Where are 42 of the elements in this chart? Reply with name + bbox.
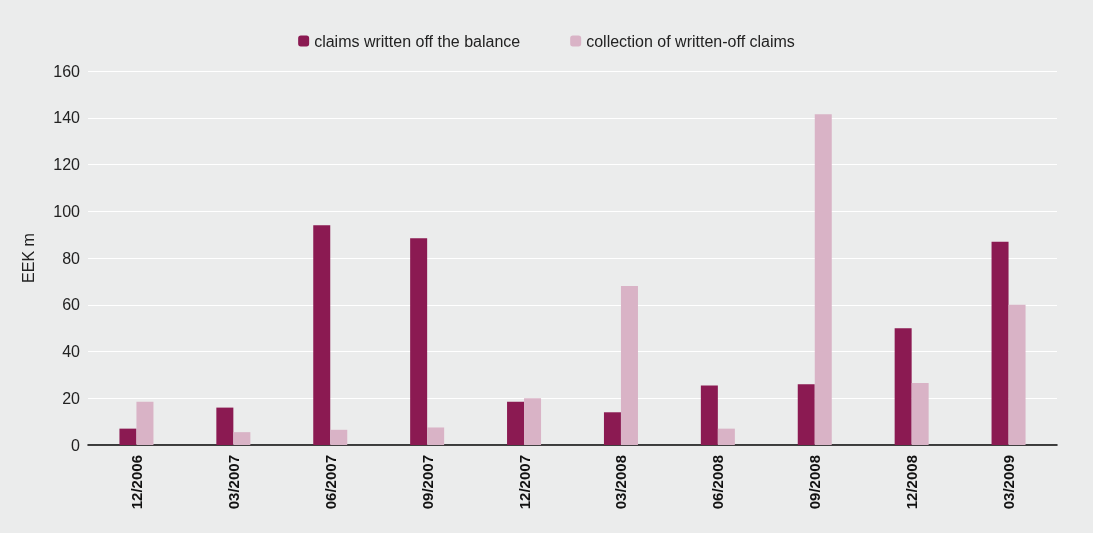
bar (797, 384, 815, 445)
bar (1008, 304, 1026, 445)
bar (717, 428, 735, 445)
bar (814, 114, 832, 445)
bar (233, 432, 251, 445)
y-tick-label: 60 (62, 296, 81, 314)
x-tick-label: 09/2008 (806, 455, 824, 510)
x-tick-label: 03/2009 (1000, 455, 1018, 510)
y-tick-label: 20 (62, 389, 81, 407)
x-tick-label: 09/2007 (418, 455, 436, 510)
bar (136, 401, 154, 445)
bar (700, 385, 718, 445)
bar (911, 383, 929, 445)
y-tick-label: 120 (53, 156, 81, 173)
bar (216, 407, 234, 445)
x-tick-label: 06/2008 (709, 455, 727, 510)
x-tick-label: 12/2007 (515, 455, 533, 510)
y-tick-label: 140 (53, 109, 81, 127)
bar (313, 225, 331, 445)
bar (119, 428, 137, 445)
y-tick-label: 160 (53, 62, 81, 80)
bar (507, 401, 525, 445)
x-tick-label: 03/2008 (612, 455, 630, 510)
y-tick-label: 100 (53, 202, 81, 220)
y-tick-label: 0 (71, 436, 81, 454)
bar (410, 238, 428, 445)
x-tick-label: 06/2007 (321, 455, 339, 510)
bar (330, 429, 348, 445)
y-axis-title: EEK m (19, 233, 37, 283)
x-tick-label: 03/2007 (224, 455, 242, 510)
x-tick-label: 12/2006 (127, 455, 145, 510)
y-tick-label: 80 (62, 249, 81, 267)
x-tick-label: 12/2008 (903, 455, 921, 510)
y-tick-label: 40 (62, 343, 81, 360)
bar (894, 328, 912, 445)
legend-label: claims written off the balance (314, 32, 521, 50)
bar (427, 427, 445, 445)
bar (991, 241, 1009, 445)
bar (620, 286, 638, 445)
bar (524, 398, 542, 445)
legend-label: collection of written-off claims (586, 32, 795, 50)
bar (603, 412, 621, 445)
